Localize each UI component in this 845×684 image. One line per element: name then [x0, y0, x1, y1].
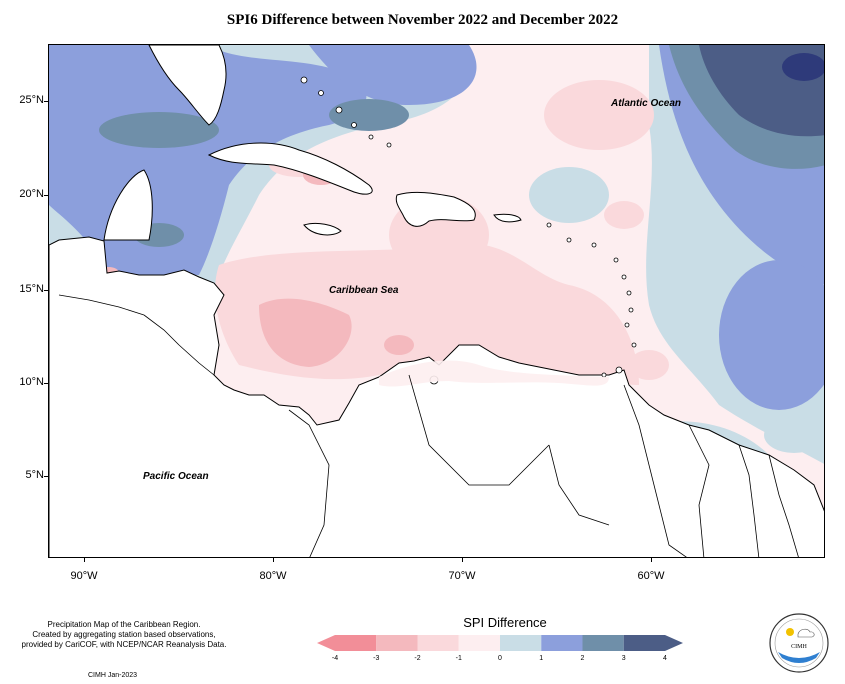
- legend-swatch: [317, 635, 377, 651]
- label-caribbean-sea: Caribbean Sea: [329, 285, 399, 296]
- legend-tick-label: 1: [539, 655, 544, 662]
- legend-tick-label: 2: [580, 655, 585, 662]
- legend-swatch: [500, 635, 542, 651]
- cimh-logo: CIMH: [769, 613, 829, 673]
- landmass-americas: [49, 236, 824, 557]
- landmass-yucatan: [103, 169, 153, 241]
- ytick-20n: 20°N: [19, 188, 44, 200]
- legend-swatch: [458, 635, 500, 651]
- legend-swatch: [623, 635, 683, 651]
- legend-tick-label: 3: [621, 655, 626, 662]
- legend-title: SPI Difference: [463, 615, 547, 630]
- legend-tick-label: 0: [498, 655, 502, 662]
- legend-swatch: [417, 635, 459, 651]
- legend-swatch: [582, 635, 624, 651]
- map-surface: [49, 45, 824, 557]
- label-atlantic-ocean: Atlantic Ocean: [611, 98, 682, 109]
- footer-credit: CIMH Jan-2023: [88, 672, 138, 679]
- zone-blue-north: [309, 45, 477, 105]
- legend-tick-label: -1: [455, 655, 462, 662]
- landmass-hispaniola: [395, 191, 476, 227]
- spi-difference-map: Atlantic Ocean Caribbean Sea Pacific Oce…: [48, 44, 825, 558]
- landmass-cuba: [207, 142, 373, 195]
- landmass-florida: [148, 45, 227, 126]
- legend-tick-label: -4: [331, 655, 339, 662]
- zone-rose-caribbean: [259, 298, 352, 367]
- logo-text: CIMH: [791, 644, 807, 650]
- note-line-2: Created by aggregating station based obs…: [32, 630, 216, 639]
- landmass-jamaica: [303, 222, 342, 236]
- note-line-1: Precipitation Map of the Caribbean Regio…: [47, 620, 201, 629]
- note-line-3: provided by CariCOF, with NCEP/NCAR Rean…: [21, 640, 227, 649]
- legend-tick-label: 4: [663, 655, 667, 662]
- zone-steel-west: [99, 112, 219, 148]
- legend-tick-label: -2: [414, 655, 421, 662]
- legend-tick-label: -3: [373, 655, 380, 662]
- xtick-70w: 70°W: [448, 570, 476, 582]
- zone-light-blue-mid: [529, 167, 609, 223]
- ytick-5n: 5°N: [25, 469, 44, 481]
- zone-blue-east-lower: [719, 260, 824, 410]
- xtick-80w: 80°W: [259, 570, 287, 582]
- label-pacific-ocean: Pacific Ocean: [143, 471, 209, 482]
- ytick-10n: 10°N: [19, 376, 44, 388]
- land-outlines: [49, 45, 824, 557]
- legend-swatch: [376, 635, 418, 651]
- xtick-90w: 90°W: [70, 570, 98, 582]
- legend-swatch: [541, 635, 583, 651]
- xtick-60w: 60°W: [637, 570, 665, 582]
- map-title: SPI6 Difference between November 2022 an…: [226, 12, 619, 28]
- map-description: Precipitation Map of the Caribbean Regio…: [8, 620, 240, 650]
- ytick-25n: 25°N: [19, 94, 44, 106]
- ytick-15n: 15°N: [19, 283, 44, 295]
- landmass-puerto-rico: [493, 213, 522, 223]
- legend-colorbar: [317, 635, 683, 651]
